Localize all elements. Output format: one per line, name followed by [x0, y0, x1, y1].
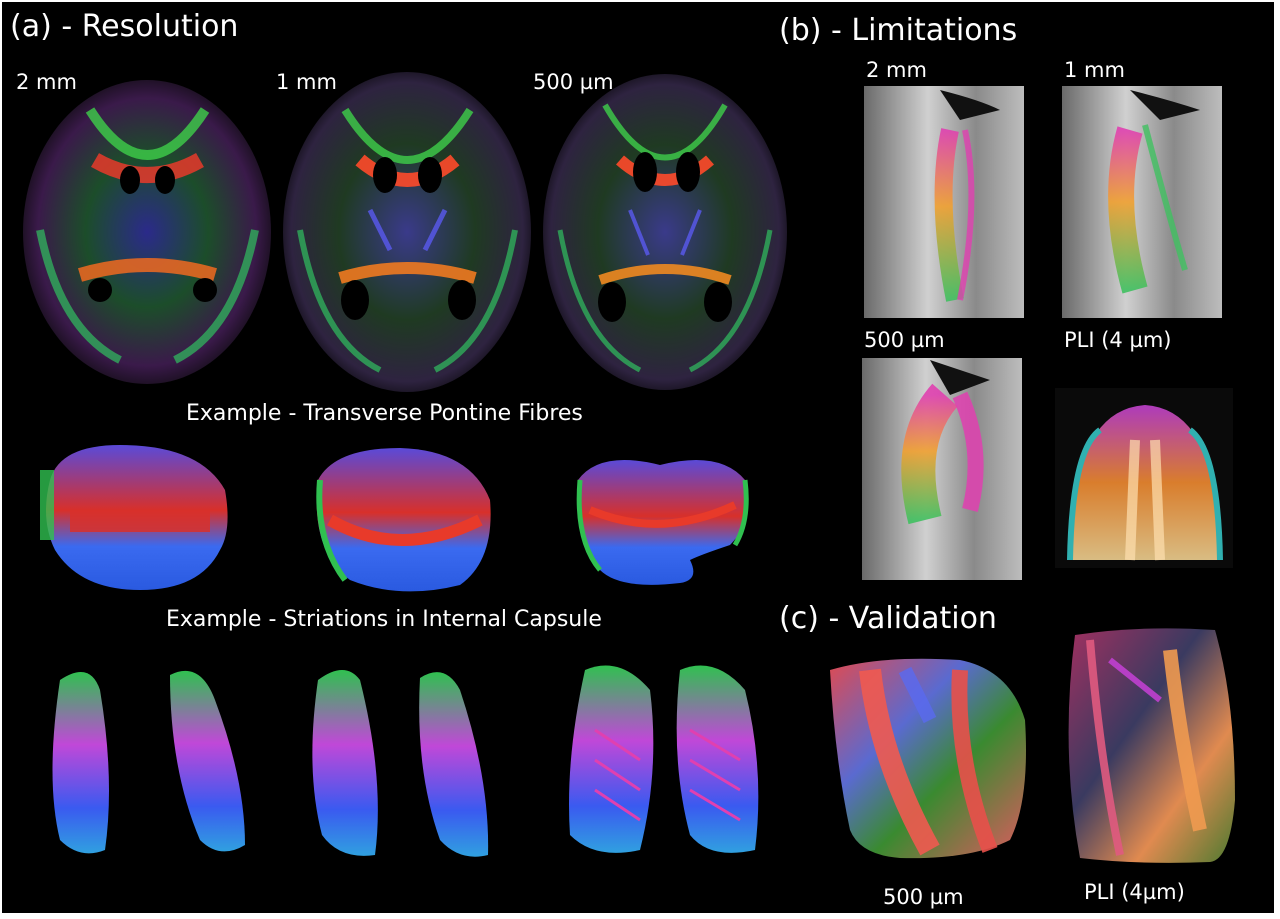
pli-image [1055, 388, 1233, 568]
tract-1mm [1062, 86, 1222, 318]
brain-axial-1mm [283, 72, 531, 392]
validation-pli [1068, 628, 1235, 863]
panel-b-title: (b) - Limitations [779, 13, 1018, 48]
resolution-label-2mm: 2 mm [16, 70, 77, 94]
pons-1mm [316, 448, 491, 592]
resolution-label-1mm: 1 mm [276, 70, 337, 94]
limitation-label-1mm: 1 mm [1064, 58, 1125, 82]
limitation-label-2mm: 2 mm [866, 58, 927, 82]
validation-500um [830, 658, 1026, 859]
limitation-label-500um: 500 µm [864, 328, 945, 352]
capsule-1mm-right [419, 672, 489, 857]
validation-label-500um: 500 µm [883, 885, 964, 909]
pons-500um [576, 460, 749, 585]
validation-label-pli: PLI (4µm) [1084, 880, 1185, 904]
brain-axial-500um [543, 74, 787, 390]
capsule-500um-left [569, 665, 654, 853]
capsule-1mm-left [312, 670, 378, 856]
example-capsule-caption: Example - Striations in Internal Capsule [166, 607, 602, 632]
capsule-2mm-right [170, 670, 245, 852]
panel-a-title: (a) - Resolution [10, 9, 239, 44]
capsule-2mm-left [52, 672, 109, 854]
brain-axial-2mm [23, 80, 271, 384]
pons-2mm [40, 445, 228, 590]
tract-500um [862, 358, 1022, 580]
example-pontine-caption: Example - Transverse Pontine Fibres [186, 401, 583, 426]
panel-c-title: (c) - Validation [779, 601, 997, 636]
capsule-500um-right [676, 665, 759, 853]
limitation-label-pli: PLI (4 µm) [1064, 328, 1172, 352]
tract-2mm [864, 86, 1024, 318]
resolution-label-500um: 500 µm [533, 70, 614, 94]
